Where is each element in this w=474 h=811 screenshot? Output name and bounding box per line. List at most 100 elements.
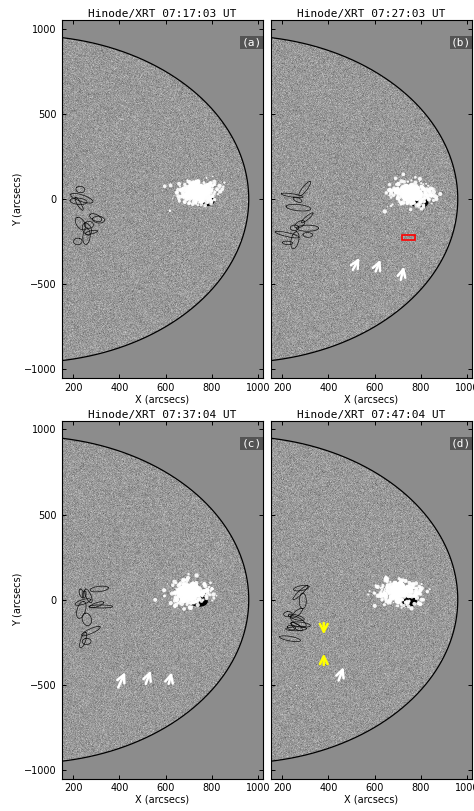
Point [409, 182, 416, 195]
X-axis label: X (arcsecs): X (arcsecs) [344, 795, 398, 805]
Point [414, 182, 422, 195]
Point [406, 195, 414, 208]
Point [200, 585, 207, 598]
Point [396, 585, 404, 598]
Point [405, 600, 412, 613]
Point [210, 187, 218, 200]
Point [387, 184, 394, 197]
Point [392, 588, 400, 601]
Point [410, 598, 418, 611]
Point [193, 181, 201, 194]
Point [387, 590, 395, 603]
Point [202, 185, 210, 198]
Point [179, 584, 187, 597]
Point [395, 586, 402, 599]
Point [180, 603, 188, 616]
Point [393, 583, 401, 596]
Point [412, 582, 420, 595]
Point [378, 594, 386, 607]
Point [196, 189, 203, 202]
Point [193, 569, 201, 582]
Point [390, 585, 398, 598]
Point [407, 182, 414, 195]
Point [191, 578, 199, 591]
Point [201, 186, 208, 199]
Point [410, 192, 417, 205]
Point [185, 587, 193, 600]
Point [407, 186, 415, 199]
Point [183, 588, 191, 601]
Point [394, 581, 401, 594]
Point [415, 190, 423, 203]
Point [171, 587, 178, 600]
Point [400, 191, 408, 204]
Point [184, 594, 192, 607]
Point [183, 187, 191, 200]
Point [427, 189, 434, 202]
Point [394, 182, 401, 195]
Point [188, 181, 196, 194]
Point [193, 181, 201, 194]
Point [191, 181, 199, 194]
Point [191, 581, 199, 594]
Point [191, 186, 198, 199]
Point [187, 585, 194, 598]
Point [210, 592, 218, 605]
Point [182, 577, 190, 590]
Point [197, 186, 204, 199]
Point [409, 190, 417, 203]
Point [189, 178, 196, 191]
Point [397, 594, 404, 607]
Point [400, 586, 407, 599]
Point [400, 594, 407, 607]
Point [384, 586, 392, 599]
Point [181, 582, 188, 595]
Point [401, 585, 409, 598]
Point [188, 585, 196, 598]
Point [195, 191, 203, 204]
Point [382, 574, 389, 587]
Point [189, 597, 197, 610]
Point [191, 182, 199, 195]
Point [184, 580, 191, 593]
Point [187, 602, 195, 615]
Point [186, 585, 194, 598]
Point [382, 587, 389, 600]
Point [401, 574, 409, 587]
Point [411, 188, 419, 201]
Point [168, 587, 176, 600]
Point [407, 188, 414, 201]
Point [182, 581, 190, 594]
Point [412, 586, 420, 599]
Point [400, 583, 407, 596]
Point [418, 585, 425, 598]
Point [188, 185, 195, 198]
Point [407, 193, 414, 206]
Point [412, 185, 419, 198]
Point [207, 185, 215, 198]
Point [401, 188, 409, 201]
Point [395, 187, 403, 200]
Point [178, 591, 186, 604]
Point [182, 584, 189, 597]
Point [188, 578, 196, 591]
Point [399, 196, 407, 209]
Point [411, 589, 419, 602]
Point [398, 580, 405, 593]
Point [205, 588, 212, 601]
Point [220, 176, 228, 189]
Text: (d): (d) [451, 439, 471, 448]
Point [396, 194, 403, 207]
Point [401, 190, 409, 203]
Point [189, 585, 196, 598]
Point [209, 582, 216, 595]
Point [390, 584, 398, 597]
Point [392, 591, 400, 604]
Point [406, 185, 413, 198]
Point [207, 176, 214, 189]
Point [203, 583, 211, 596]
Point [197, 192, 205, 205]
Point [409, 195, 416, 208]
Point [405, 185, 412, 198]
Point [203, 182, 210, 195]
